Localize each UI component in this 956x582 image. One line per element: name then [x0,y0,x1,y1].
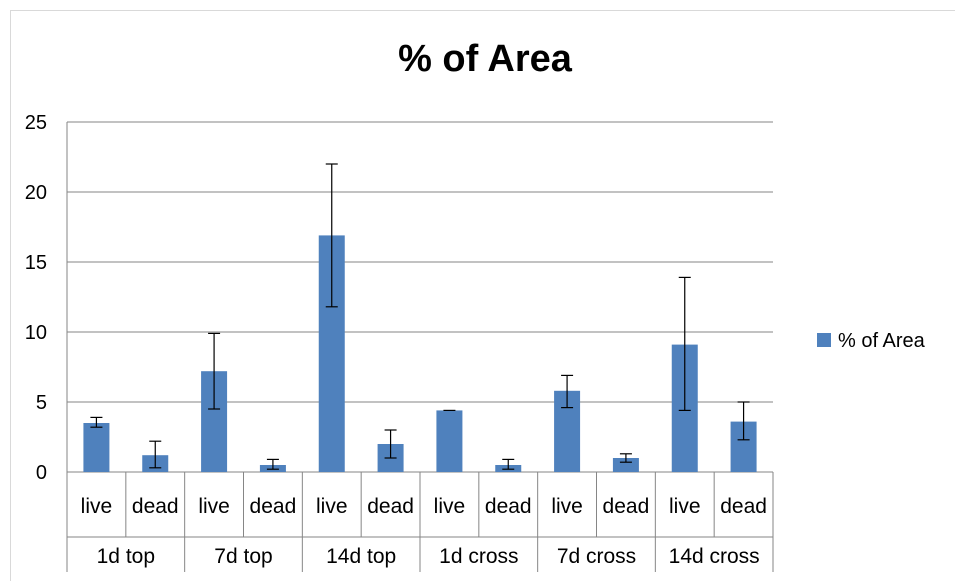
y-tick-label: 10 [25,322,47,344]
bar [612,458,639,472]
y-tick-label: 20 [25,182,47,204]
bar [83,423,110,472]
category-label: live [669,495,701,518]
legend-label: % of Area [838,330,926,352]
y-tick-label: 5 [36,392,47,414]
y-tick-label: 15 [25,252,47,274]
category-label: dead [720,495,767,518]
category-label: dead [603,495,650,518]
group-label: 1d top [97,545,155,568]
category-label: live [434,495,466,518]
legend-swatch [817,333,831,347]
category-label: live [81,495,113,518]
category-label: dead [132,495,179,518]
category-label: live [316,495,348,518]
category-label: live [198,495,230,518]
category-label: dead [250,495,297,518]
group-label: 1d cross [439,545,518,568]
group-label: 14d top [326,545,396,568]
group-label: 14d cross [669,545,760,568]
chart-title: % of Area [398,38,572,80]
y-tick-label: 0 [36,462,47,484]
category-label: live [551,495,583,518]
chart-frame [10,10,955,581]
y-tick-label: 25 [25,112,47,134]
bar [436,410,463,472]
category-label: dead [367,495,414,518]
category-label: dead [485,495,532,518]
group-label: 7d top [214,545,272,568]
group-label: 7d cross [557,545,636,568]
